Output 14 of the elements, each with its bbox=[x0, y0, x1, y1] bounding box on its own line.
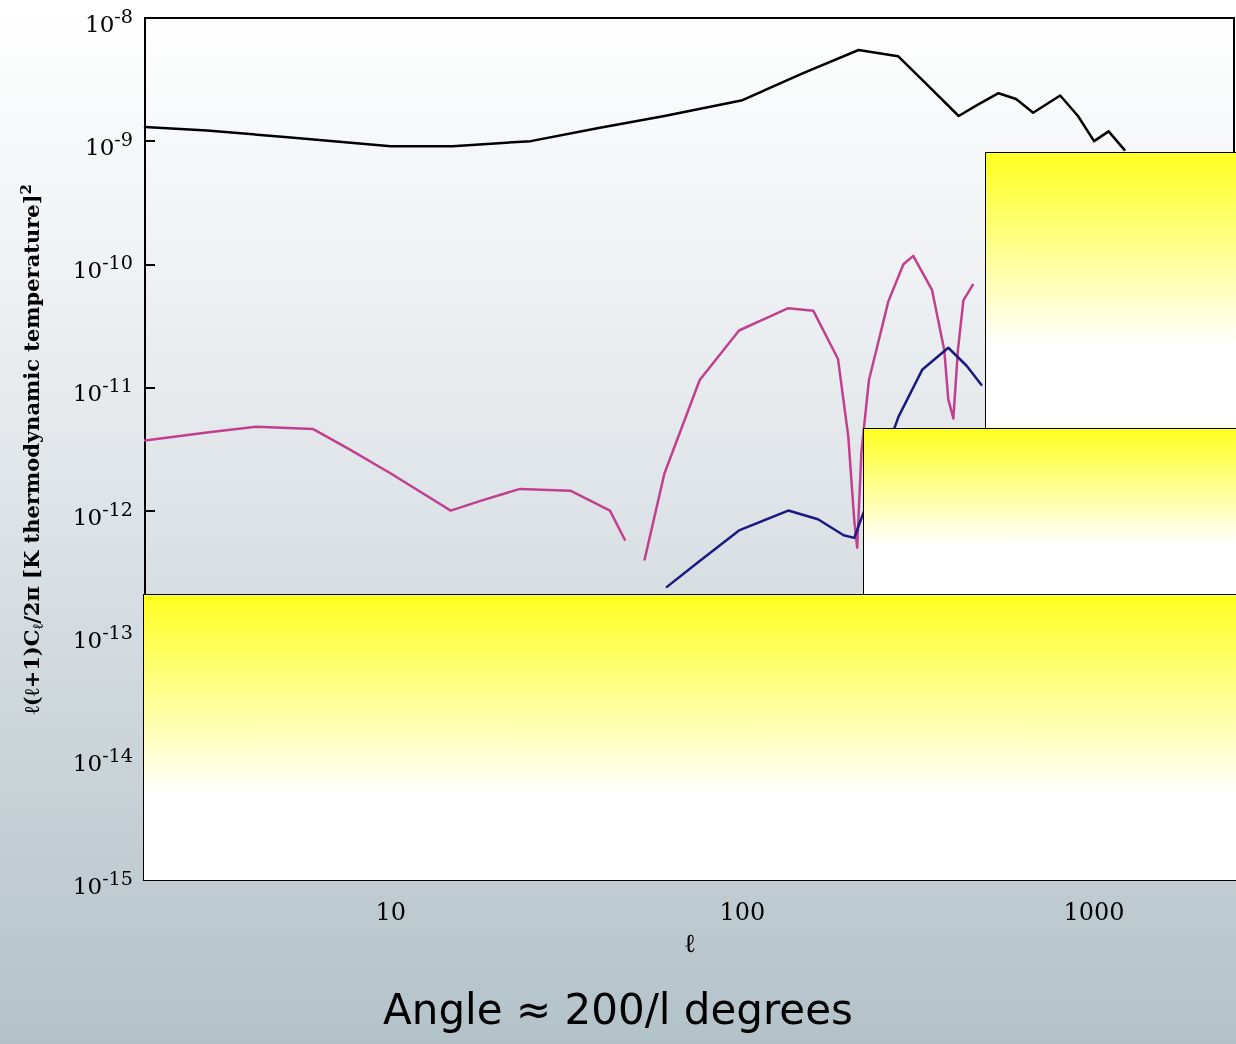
y-axis-title: ℓ(ℓ+1)Cℓ/2π [K thermodynamic temperature]2 bbox=[16, 183, 47, 715]
y-tick-label: 10$^{-8}$ bbox=[85, 4, 133, 39]
y-tick-label: 10$^{-13}$ bbox=[72, 619, 133, 655]
text: Angle ≈ 200/l degrees bbox=[382, 985, 854, 1034]
y-tick-label: 10$^{-9}$ bbox=[85, 127, 133, 162]
x-tick-label: 100 bbox=[719, 898, 766, 926]
x-tick-label: 1000 bbox=[1063, 898, 1125, 926]
y-tick-label: 10$^{-10}$ bbox=[72, 250, 133, 285]
x-axis-title: ℓ bbox=[684, 928, 695, 958]
y-tick-label: 10$^{-11}$ bbox=[72, 373, 133, 409]
y-tick-label: 10$^{-15}$ bbox=[72, 866, 133, 901]
y-tick-label: 10$^{-12}$ bbox=[72, 496, 133, 532]
y-tick-label: 10$^{-14}$ bbox=[72, 742, 133, 778]
x-tick-label: 10 bbox=[375, 898, 407, 926]
